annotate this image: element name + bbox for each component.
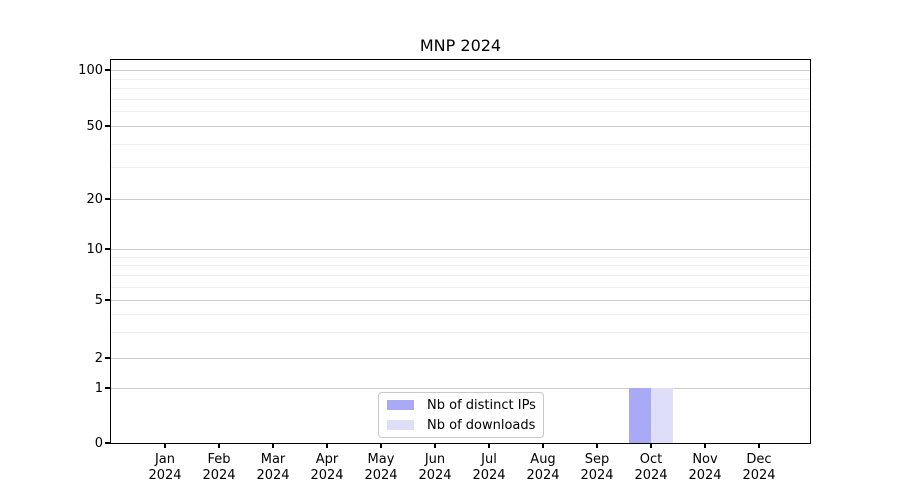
y-major-gridline (111, 126, 810, 127)
y-tick-label: 2 (94, 350, 103, 366)
y-minor-gridline (111, 275, 810, 277)
y-minor-gridline (111, 98, 810, 100)
y-major-gridline (111, 300, 810, 301)
y-tick-mark (105, 248, 110, 250)
y-tick-mark (105, 387, 110, 389)
x-tick-mark (758, 444, 760, 448)
legend-label: Nb of distinct IPs (427, 397, 536, 413)
legend-swatch-distinct-ips (387, 400, 414, 410)
y-tick-label: 100 (78, 62, 103, 78)
y-major-gridline (111, 70, 810, 71)
x-tick-mark (650, 444, 652, 448)
y-minor-gridline (111, 166, 810, 168)
legend-item-distinct-ips: Nb of distinct IPs (387, 397, 543, 414)
y-minor-gridline (111, 78, 810, 80)
x-tick-label: Sep 2024 (580, 452, 614, 483)
y-major-gridline (111, 199, 810, 200)
x-tick-mark (704, 444, 706, 448)
y-tick-mark (105, 198, 110, 200)
y-tick-label: 5 (94, 292, 103, 308)
y-tick-label: 1 (94, 380, 103, 396)
x-tick-label: Mar 2024 (256, 452, 290, 483)
x-tick-label: Jun 2024 (418, 452, 452, 483)
x-tick-label: May 2024 (364, 452, 398, 483)
x-tick-mark (596, 444, 598, 448)
y-minor-gridline (111, 256, 810, 258)
x-tick-mark (434, 444, 436, 448)
x-tick-label: Feb 2024 (202, 452, 236, 483)
y-tick-label: 20 (86, 191, 103, 207)
bar-distinct-ips (629, 388, 651, 443)
y-tick-mark (105, 125, 110, 127)
x-tick-label: Aug 2024 (526, 452, 560, 483)
x-tick-label: Nov 2024 (688, 452, 722, 483)
x-tick-mark (488, 444, 490, 448)
legend-item-downloads: Nb of downloads (387, 417, 543, 434)
x-tick-mark (218, 444, 220, 448)
y-tick-label: 0 (94, 435, 103, 451)
y-minor-gridline (111, 111, 810, 113)
x-tick-mark (326, 444, 328, 448)
y-minor-gridline (111, 286, 810, 288)
x-tick-mark (164, 444, 166, 448)
chart-title: MNP 2024 (419, 36, 502, 55)
y-minor-gridline (111, 143, 810, 145)
y-tick-label: 50 (86, 118, 103, 134)
x-tick-label: Jul 2024 (472, 452, 506, 483)
x-tick-label: Apr 2024 (310, 452, 344, 483)
x-tick-label: Jan 2024 (148, 452, 182, 483)
x-tick-mark (380, 444, 382, 448)
y-tick-label: 10 (86, 241, 103, 257)
x-tick-mark (272, 444, 274, 448)
y-tick-mark (105, 69, 110, 71)
y-tick-mark (105, 442, 110, 444)
y-major-gridline (111, 249, 810, 250)
legend-swatch-downloads (387, 420, 414, 430)
plot-area (110, 59, 811, 444)
y-minor-gridline (111, 265, 810, 267)
y-tick-mark (105, 299, 110, 301)
legend: Nb of distinct IPs Nb of downloads (378, 392, 544, 438)
x-tick-mark (542, 444, 544, 448)
y-major-gridline (111, 388, 810, 389)
legend-label: Nb of downloads (427, 417, 536, 433)
y-minor-gridline (111, 314, 810, 316)
x-tick-label: Dec 2024 (742, 452, 776, 483)
y-minor-gridline (111, 332, 810, 334)
y-minor-gridline (111, 88, 810, 90)
x-tick-label: Oct 2024 (634, 452, 668, 483)
y-major-gridline (111, 358, 810, 359)
y-tick-mark (105, 357, 110, 359)
bar-downloads (651, 388, 673, 443)
